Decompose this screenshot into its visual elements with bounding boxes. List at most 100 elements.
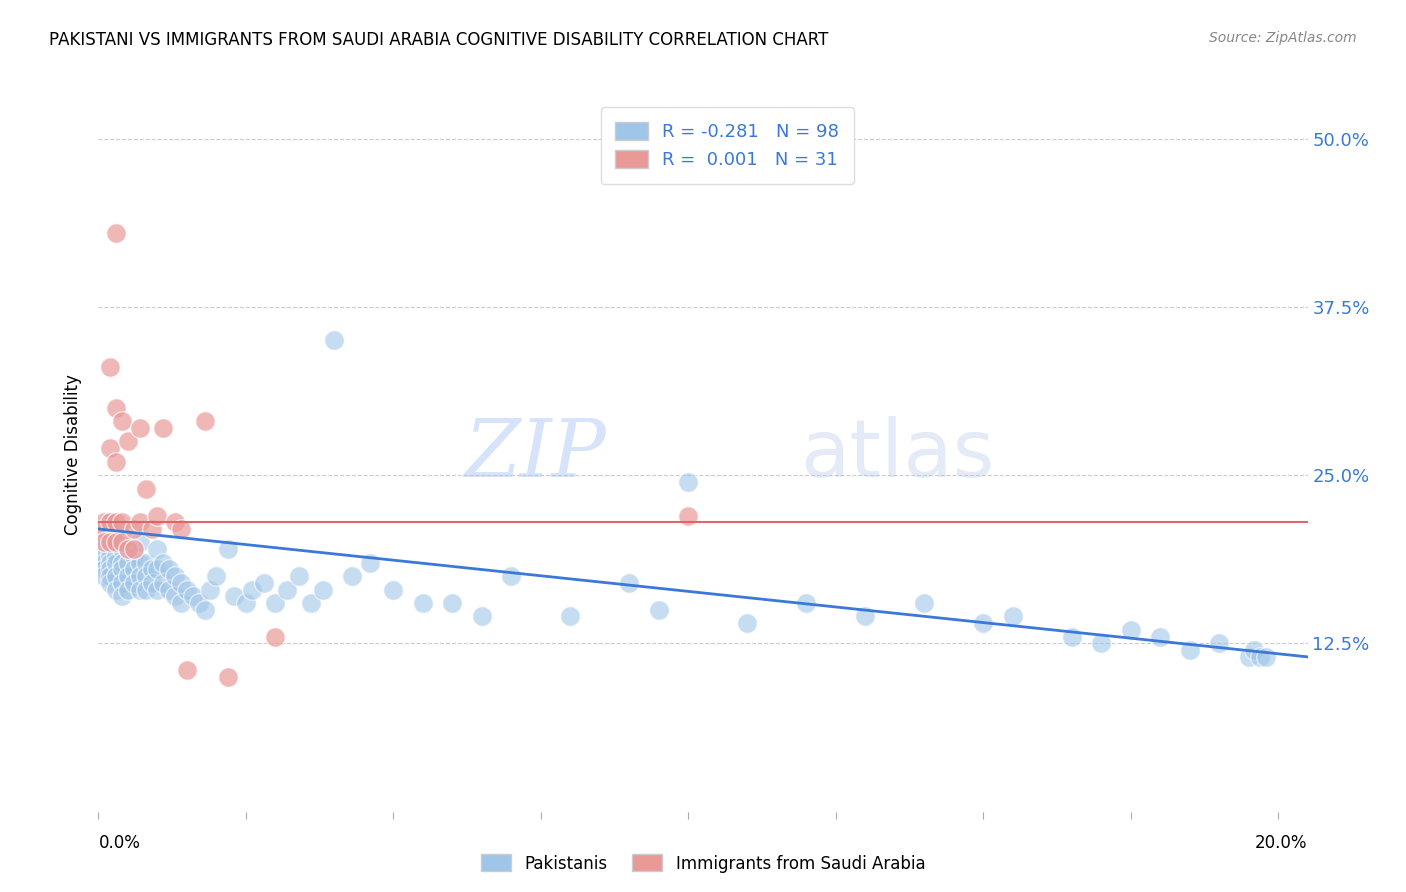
Point [412,596,434,610]
Point [217,542,239,557]
Point [240,582,263,597]
Point [176,582,198,597]
Point [111,535,134,549]
Point [141,522,163,536]
Point [441,596,464,610]
Point [560,609,582,624]
Point [98,556,121,570]
Point [98,441,121,455]
Point [105,535,128,549]
Point [264,596,287,610]
Point [111,589,134,603]
Point [122,522,145,536]
Text: 0.0%: 0.0% [98,834,141,852]
Point [170,575,193,590]
Point [170,522,193,536]
Point [276,582,298,597]
Point [128,582,150,597]
Point [128,569,150,583]
Point [200,582,222,597]
Point [146,562,169,576]
Point [117,556,139,570]
Point [1090,636,1112,650]
Point [619,575,641,590]
Point [98,569,121,583]
Point [98,562,121,576]
Point [105,569,128,583]
Point [128,556,150,570]
Text: ZIP: ZIP [464,417,606,493]
Point [170,596,193,610]
Point [288,569,311,583]
Point [141,562,163,576]
Point [1001,609,1024,624]
Point [1243,643,1265,657]
Legend: Pakistanis, Immigrants from Saudi Arabia: Pakistanis, Immigrants from Saudi Arabia [474,847,932,880]
Point [105,455,128,469]
Point [93,562,115,576]
Point [117,542,139,557]
Point [105,582,128,597]
Point [181,589,204,603]
Point [382,582,405,597]
Point [678,475,700,489]
Point [252,575,274,590]
Point [111,575,134,590]
Legend: R = -0.281   N = 98, R =  0.001   N = 31: R = -0.281 N = 98, R = 0.001 N = 31 [600,107,853,184]
Point [135,556,157,570]
Point [359,556,381,570]
Point [122,575,145,590]
Point [299,596,322,610]
Point [194,603,217,617]
Point [853,609,876,624]
Point [735,616,758,631]
Point [117,569,139,583]
Point [111,542,134,557]
Point [471,609,494,624]
Point [912,596,935,610]
Point [235,596,257,610]
Point [141,575,163,590]
Point [93,549,115,563]
Point [794,596,817,610]
Point [98,535,121,549]
Point [972,616,994,631]
Point [93,535,115,549]
Point [678,508,700,523]
Point [165,569,187,583]
Point [194,414,217,428]
Point [105,549,128,563]
Point [1249,649,1271,664]
Point [176,664,198,678]
Point [152,556,174,570]
Point [340,569,363,583]
Point [128,535,150,549]
Point [98,549,121,563]
Point [117,582,139,597]
Point [122,562,145,576]
Point [217,670,239,684]
Text: 20.0%: 20.0% [1256,834,1308,852]
Point [98,515,121,529]
Point [1208,636,1230,650]
Point [93,529,115,543]
Point [205,569,228,583]
Point [157,582,180,597]
Point [98,529,121,543]
Text: PAKISTANI VS IMMIGRANTS FROM SAUDI ARABIA COGNITIVE DISABILITY CORRELATION CHART: PAKISTANI VS IMMIGRANTS FROM SAUDI ARABI… [49,31,828,49]
Point [93,522,115,536]
Point [264,630,287,644]
Point [323,334,346,348]
Point [222,589,245,603]
Point [105,401,128,415]
Point [1149,630,1171,644]
Point [152,421,174,435]
Text: Source: ZipAtlas.com: Source: ZipAtlas.com [1209,31,1357,45]
Point [98,542,121,557]
Point [111,562,134,576]
Point [128,421,150,435]
Point [135,569,157,583]
Point [501,569,523,583]
Point [105,226,128,240]
Point [1256,649,1278,664]
